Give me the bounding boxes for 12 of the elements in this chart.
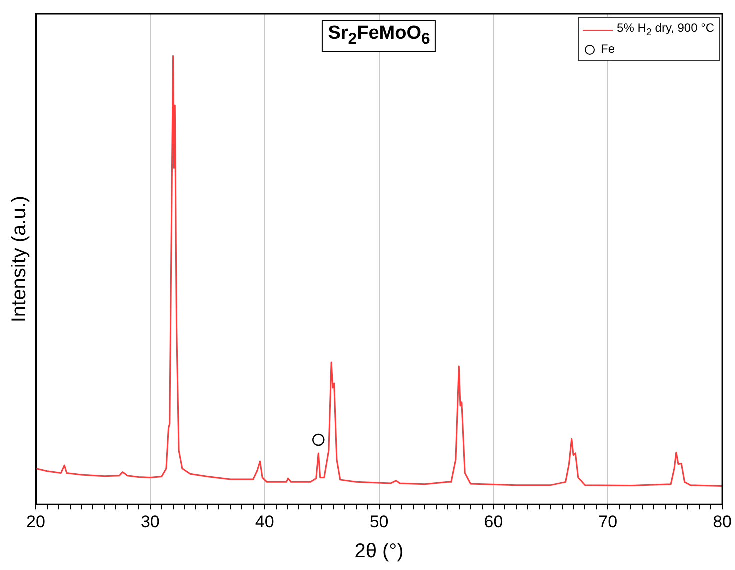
x-tick-label: 30	[140, 512, 160, 532]
chart-title: Sr$_{2}$FeMoO$_{6}$	[322, 20, 436, 52]
x-tick-label: 60	[484, 512, 504, 532]
y-axis-title: Intensity (a.u.)	[8, 196, 31, 323]
x-tick-label: 20	[26, 512, 46, 532]
legend-label: 5% H$_{2}$ dry, 900 °C	[617, 20, 715, 40]
x-tick-label: 80	[713, 512, 732, 532]
x-tick-label: 50	[370, 512, 389, 532]
x-tick-label: 40	[255, 512, 274, 532]
x-axis-title: 2θ (°)	[354, 540, 404, 563]
legend-label: Fe	[601, 41, 616, 58]
x-tick-label: 70	[598, 512, 618, 532]
